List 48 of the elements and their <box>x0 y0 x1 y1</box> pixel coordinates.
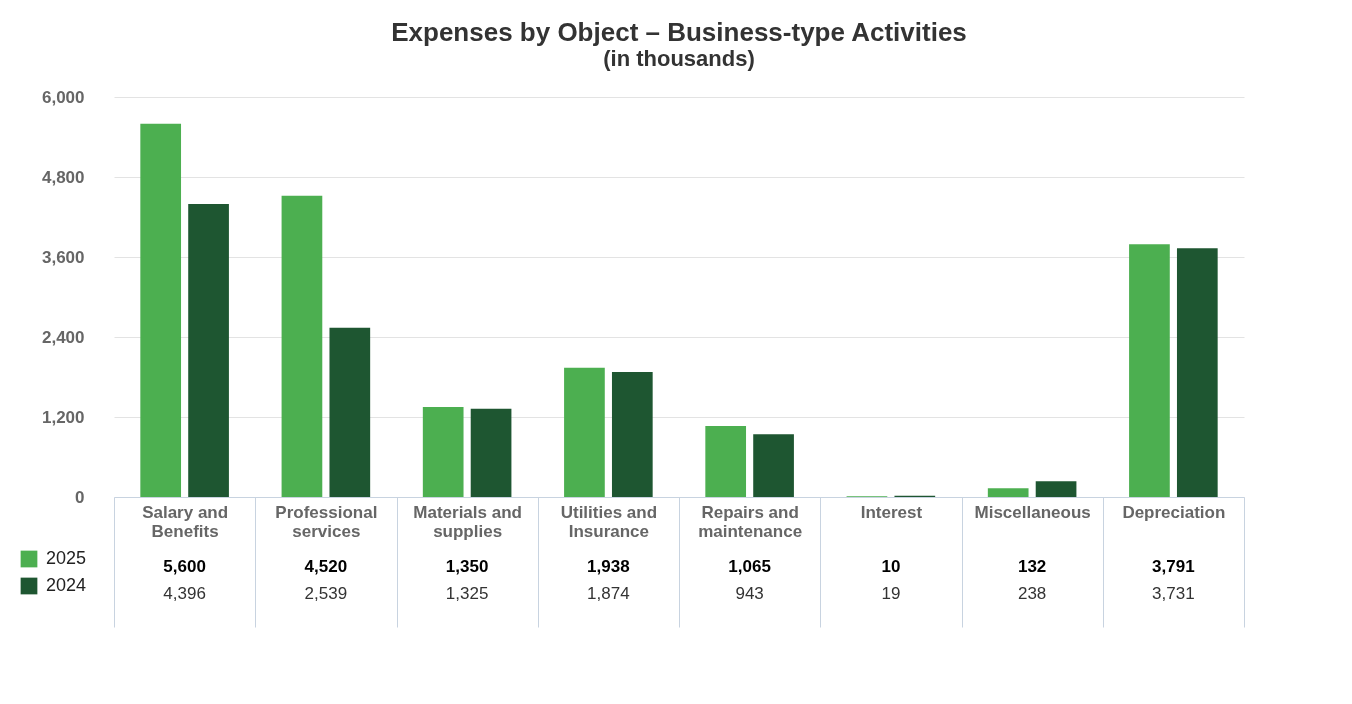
bar <box>611 372 653 497</box>
bar <box>705 426 747 497</box>
y-tick-label: 6,000 <box>41 87 85 107</box>
bar <box>564 367 605 497</box>
bar <box>1176 248 1218 497</box>
bar <box>422 407 464 497</box>
x-tick-label: Interest <box>860 502 923 522</box>
bar <box>329 327 371 497</box>
y-tick-label: 2,400 <box>41 327 85 347</box>
x-tick-label: Repairs and maintenance <box>698 502 803 541</box>
data-label: 1,350 <box>445 557 489 576</box>
bar <box>281 195 323 497</box>
bar <box>753 434 794 497</box>
y-tick-label: 1,200 <box>41 407 85 427</box>
data-label: 238 <box>1017 584 1047 603</box>
data-label: 4,520 <box>304 557 348 576</box>
data-label: 5,600 <box>163 557 206 576</box>
data-label: 1,065 <box>728 557 771 576</box>
data-label: 10 <box>881 557 901 576</box>
x-tick-label: Professional services <box>275 502 378 541</box>
chart-subtitle: (in thousands) <box>603 46 755 71</box>
data-label: 4,396 <box>163 584 206 603</box>
bar <box>470 408 512 497</box>
y-tick-label: 0 <box>75 487 85 507</box>
x-tick-label: Salary and Benefits <box>142 502 229 541</box>
data-label: 3,731 <box>1152 584 1195 603</box>
data-label: 19 <box>881 584 901 603</box>
x-tick-label: Materials and supplies <box>413 502 522 541</box>
data-label: 2,539 <box>304 584 348 603</box>
data-label: 1,938 <box>587 557 630 576</box>
bar <box>140 123 182 497</box>
bar <box>1129 244 1170 497</box>
data-label: 1,325 <box>445 584 489 603</box>
bar <box>987 488 1029 497</box>
x-tick-label: Miscellaneous <box>974 502 1091 522</box>
bar <box>188 203 229 497</box>
data-label: 943 <box>735 584 764 603</box>
data-label: 132 <box>1017 557 1047 576</box>
chart-title: Expenses by Object – Business-type Activities <box>391 17 967 47</box>
legend-label: 2024 <box>46 575 87 595</box>
y-tick-label: 3,600 <box>41 247 85 267</box>
bar <box>1035 481 1077 497</box>
data-label: 3,791 <box>1152 557 1195 576</box>
legend-label: 2025 <box>46 548 87 568</box>
y-tick-label: 4,800 <box>41 167 85 187</box>
data-label: 1,874 <box>587 584 630 603</box>
x-tick-label: Utilities and Insurance <box>560 502 658 541</box>
x-tick-label: Depreciation <box>1122 502 1226 522</box>
